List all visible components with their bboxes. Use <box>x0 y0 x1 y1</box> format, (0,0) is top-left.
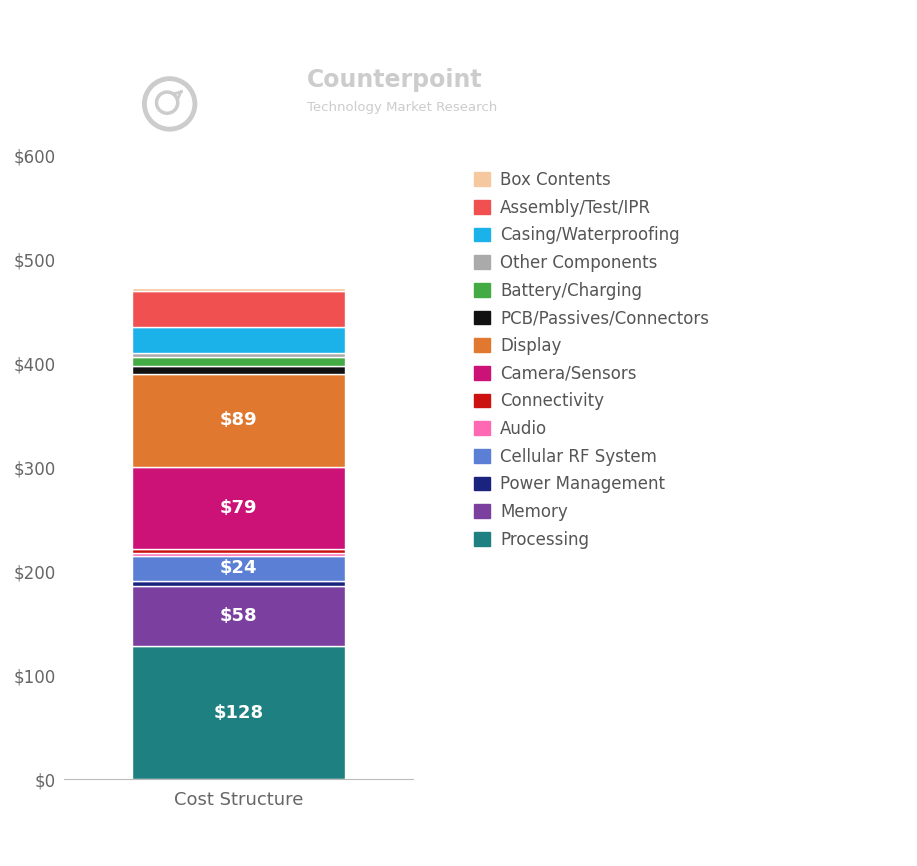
Bar <box>132 549 345 553</box>
Text: Technology Market Research: Technology Market Research <box>307 100 497 114</box>
Text: Counterpoint: Counterpoint <box>307 68 483 92</box>
Bar <box>132 553 345 556</box>
Legend: Box Contents, Assembly/Test/IPR, Casing/Waterproofing, Other Components, Battery: Box Contents, Assembly/Test/IPR, Casing/… <box>467 165 716 555</box>
Bar <box>132 556 345 581</box>
Text: $89: $89 <box>219 411 258 430</box>
Text: $128: $128 <box>214 704 263 722</box>
Text: $79: $79 <box>220 499 257 517</box>
Bar <box>132 581 345 586</box>
Bar <box>132 288 345 291</box>
Bar <box>132 327 345 353</box>
Bar <box>132 353 345 358</box>
Text: $58: $58 <box>219 607 258 625</box>
Bar <box>132 586 345 646</box>
Bar <box>132 467 345 549</box>
Bar <box>132 365 345 374</box>
Text: $24: $24 <box>220 559 257 578</box>
Bar <box>132 358 345 365</box>
Bar <box>132 291 345 327</box>
Bar <box>132 646 345 779</box>
Bar <box>132 374 345 467</box>
